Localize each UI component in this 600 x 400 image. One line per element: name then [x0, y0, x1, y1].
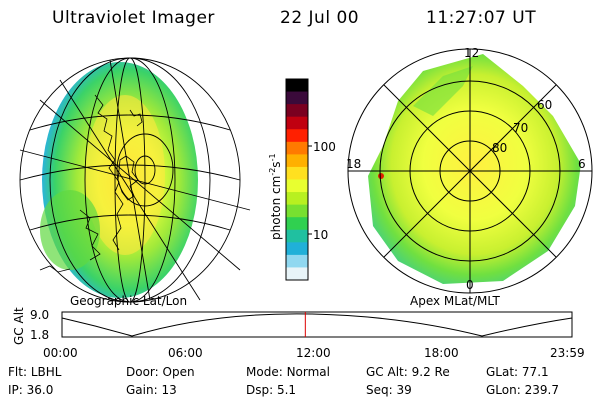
mlt-label-18: 18 [346, 157, 362, 171]
alt-ytick-top: 9.0 [30, 308, 50, 322]
alt-xtick-4: 23:59 [550, 346, 585, 360]
alt-xtick-0: 00:00 [43, 346, 78, 360]
app-title: Ultraviolet Imager [52, 8, 215, 28]
colorbar-cell [286, 154, 308, 168]
alt-ylabel: GC Alt [12, 307, 26, 345]
mlat-label-70: 70 [513, 121, 529, 135]
colorbar-cell [286, 91, 308, 105]
colorbar-unit-label: photon cm-2s-1 [268, 153, 283, 240]
colorbar-cell [286, 204, 308, 218]
info-ip: IP: 36.0 [8, 383, 54, 397]
info-seq: Seq: 39 [366, 383, 412, 397]
geographic-panel-label: Geographic Lat/Lon [70, 294, 188, 308]
mlat-label-60: 60 [537, 98, 553, 112]
geographic-auroral-image [19, 57, 251, 303]
colorbar-cell [286, 129, 308, 143]
colorbar-cell [286, 229, 308, 243]
date-label: 22 Jul 00 [280, 8, 360, 28]
alt-xtick-1: 06:00 [168, 346, 203, 360]
alt-ytick-bottom: 1.8 [30, 328, 50, 342]
info-glat: GLat: 77.1 [486, 365, 549, 379]
colorbar-tick-10: 10 [313, 228, 329, 242]
info-flt: Flt: LBHL [8, 365, 62, 379]
colorbar-cell [286, 179, 308, 193]
colorbar-cell [286, 192, 308, 206]
colorbar-cell [286, 141, 308, 155]
colorbar-cell [286, 254, 308, 268]
mlat-label-80: 80 [492, 141, 508, 155]
colorbar-cell [286, 217, 308, 231]
time-label: 11:27:07 UT [426, 8, 537, 28]
colorbar-tick-100: 100 [313, 140, 336, 154]
colorbar-cell [286, 267, 308, 281]
altitude-plot [61, 311, 573, 338]
info-mode: Mode: Normal [246, 365, 330, 379]
info-door: Door: Open [126, 365, 195, 379]
colorbar-cell [286, 79, 308, 93]
colorbar-cell [286, 242, 308, 256]
colorbar [285, 78, 312, 281]
info-glon: GLon: 239.7 [486, 383, 559, 397]
colorbar-cell [286, 166, 308, 180]
polar-auroral-image [347, 48, 593, 294]
info-gc-alt: GC Alt: 9.2 Re [366, 365, 450, 379]
alt-xtick-2: 12:00 [296, 346, 331, 360]
info-dsp: Dsp: 5.1 [246, 383, 297, 397]
alt-xtick-3: 18:00 [424, 346, 459, 360]
mlt-label-12: 12 [464, 46, 480, 60]
colorbar-cell [286, 116, 308, 130]
colorbar-cell [286, 104, 308, 118]
apex-panel-label: Apex MLat/MLT [410, 294, 500, 308]
mlt-label-0: 0 [466, 278, 474, 292]
mlt-label-6: 6 [578, 157, 586, 171]
info-gain: Gain: 13 [126, 383, 177, 397]
